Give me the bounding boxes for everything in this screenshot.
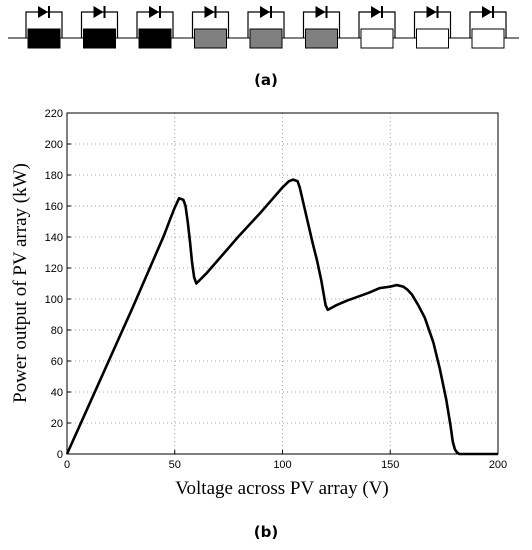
- pv-module-6: [302, 6, 341, 49]
- x-tick-label: 50: [169, 459, 181, 471]
- module-none-shade: [360, 28, 394, 49]
- x-tick-label: 0: [64, 459, 70, 471]
- module-none-shade: [416, 28, 449, 49]
- module-partial-shade: [305, 28, 338, 49]
- diode-icon: [426, 6, 437, 18]
- diode-icon: [204, 6, 215, 18]
- panel-b-label: (b): [254, 523, 278, 541]
- diode-icon: [482, 6, 492, 18]
- diode-icon: [371, 6, 381, 18]
- y-tick-label: 20: [51, 418, 63, 430]
- x-tick-label: 150: [381, 459, 399, 471]
- pv-module-5: [247, 6, 285, 49]
- y-tick-label: 160: [45, 201, 63, 213]
- power-curve-line: [65, 178, 498, 456]
- y-tick-label: 0: [57, 449, 63, 461]
- pv-module-3: [136, 6, 174, 49]
- y-axis-title: Power output of PV array (kW): [10, 163, 31, 403]
- y-tick-label: 60: [51, 356, 63, 368]
- diode-icon: [315, 6, 326, 18]
- pv-module-1: [25, 6, 63, 49]
- diode-icon: [38, 6, 48, 18]
- module-full-shade: [83, 28, 116, 49]
- y-tick-label: 180: [45, 170, 63, 182]
- module-row: [25, 6, 507, 49]
- module-full-shade: [27, 28, 61, 49]
- module-partial-shade: [249, 28, 283, 49]
- x-tick-label: 100: [273, 459, 291, 471]
- grid-lines: [67, 113, 498, 454]
- panel-a-label: (a): [254, 71, 278, 89]
- diode-icon: [93, 6, 104, 18]
- module-partial-shade: [194, 28, 227, 49]
- x-tick-label: 200: [489, 459, 507, 471]
- y-tick-label: 40: [51, 387, 63, 399]
- pv-module-9: [469, 6, 507, 49]
- pv-string-diagram: [8, 6, 519, 49]
- plot-area: [67, 113, 498, 454]
- pv-module-2: [80, 6, 119, 49]
- y-tick-label: 220: [45, 108, 63, 120]
- y-tick-label: 120: [45, 263, 63, 275]
- pv-module-7: [358, 6, 396, 49]
- module-full-shade: [138, 28, 172, 49]
- y-tick-label: 80: [51, 325, 63, 337]
- y-tick-label: 140: [45, 232, 63, 244]
- pv-curve-chart: 0 50 100 150 200 0 20 40 60 80 100 120 140 160 180 200 2…: [10, 108, 507, 499]
- pv-module-4: [191, 6, 230, 49]
- module-none-shade: [471, 28, 505, 49]
- y-tick-label: 100: [45, 294, 63, 306]
- y-tick-label: 200: [45, 139, 63, 151]
- diode-icon: [149, 6, 159, 18]
- pv-module-8: [413, 6, 452, 49]
- x-axis-title: Voltage across PV array (V): [175, 478, 389, 499]
- diode-icon: [260, 6, 270, 18]
